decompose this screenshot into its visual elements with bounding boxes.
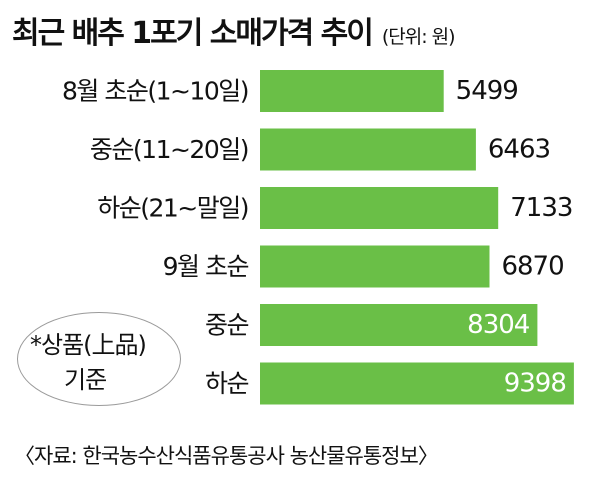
value-label-3: 6870: [501, 252, 563, 282]
value-label-5: 9398: [504, 369, 566, 399]
category-label-0: 8월 초순(1~10일): [62, 77, 248, 106]
note-bubble: [17, 312, 181, 406]
bar-3: [260, 245, 490, 288]
source-note: 〈자료: 한국농수산식품유통공사 농산물유통정보〉: [14, 444, 439, 468]
value-label-1: 6463: [488, 135, 550, 165]
category-label-4: 중순: [205, 311, 249, 340]
category-label-5: 하순: [205, 369, 249, 398]
category-label-3: 9월 초순: [163, 252, 249, 281]
chart-title: 최근 배추 1포기 소매가격 추이: [12, 16, 374, 51]
unit-label: (단위: 원): [381, 26, 456, 48]
chart-header: 최근 배추 1포기 소매가격 추이 (단위: 원): [12, 8, 456, 52]
bar-4: [260, 304, 538, 346]
value-label-0: 5499: [456, 76, 518, 106]
bar-0: [260, 70, 444, 112]
bar-1: [260, 128, 476, 171]
bar-2: [260, 187, 499, 229]
category-label-2: 하순(21~말일): [97, 194, 248, 223]
bar-5: [260, 362, 574, 405]
category-label-1: 중순(11~20일): [90, 135, 248, 164]
note-line-1: *상품(上品): [30, 331, 147, 359]
value-label-4: 8304: [467, 310, 530, 340]
note-line-2: 기준: [64, 366, 107, 394]
value-label-2: 7133: [510, 193, 572, 223]
